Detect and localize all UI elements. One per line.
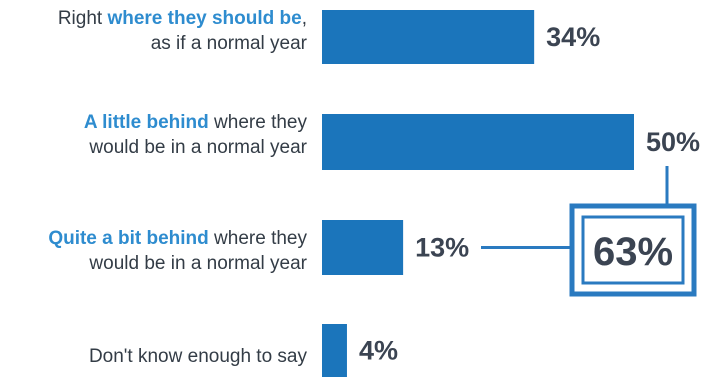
label-emphasis: A little behind xyxy=(83,112,209,133)
label-text: would be in a normal year xyxy=(89,137,307,158)
bar-3 xyxy=(322,220,404,275)
label-emphasis: where they should be xyxy=(107,8,302,29)
label-emphasis: Quite a bit behind xyxy=(48,228,209,249)
data-label-2: 50% xyxy=(646,127,700,157)
label-text: , xyxy=(301,8,307,29)
data-label-4: 4% xyxy=(359,336,398,366)
callout-inner-box xyxy=(581,215,685,285)
category-label-2: A little behind where they would be in a … xyxy=(84,110,307,160)
bar-4 xyxy=(322,324,347,377)
callout-box xyxy=(569,203,697,297)
bar-2 xyxy=(322,114,634,170)
label-text: Don't know enough to say xyxy=(88,346,307,367)
category-label-3: Quite a bit behind where they would be in… xyxy=(48,226,307,276)
category-label-4: Don't know enough to say xyxy=(89,344,307,369)
label-text: would be in a normal year xyxy=(89,253,307,274)
label-text: where they xyxy=(208,228,307,249)
label-text: as if a normal year xyxy=(150,33,307,54)
label-text: Right xyxy=(57,8,108,29)
data-label-3: 13% xyxy=(415,233,469,263)
data-label-1: 34% xyxy=(546,22,600,52)
category-label-1: Right where they should be, as if a norma… xyxy=(58,6,307,56)
label-text: where they xyxy=(208,112,307,133)
bar-1 xyxy=(322,10,535,64)
callout-value: 63% xyxy=(593,230,673,274)
